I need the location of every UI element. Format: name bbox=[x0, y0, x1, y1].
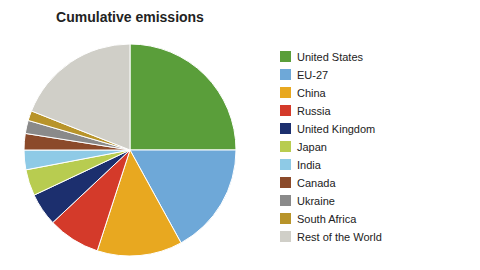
legend-label: Russia bbox=[297, 105, 332, 117]
legend-item: Japan bbox=[280, 141, 327, 153]
legend-label: United States bbox=[297, 51, 364, 63]
legend: United States EU-27 China Russia United King… bbox=[280, 51, 382, 243]
chart-svg: Cumulative emissions United States EU-27 Ch… bbox=[0, 0, 480, 270]
legend-item: EU-27 bbox=[280, 69, 328, 81]
legend-item: United Kingdom bbox=[280, 123, 375, 135]
pie-group bbox=[24, 44, 236, 256]
legend-item: India bbox=[280, 159, 322, 171]
legend-swatch bbox=[280, 213, 291, 224]
legend-item: South Africa bbox=[280, 213, 357, 225]
legend-label: Japan bbox=[297, 141, 327, 153]
legend-item: China bbox=[280, 87, 327, 99]
legend-label: China bbox=[297, 87, 327, 99]
legend-label: South Africa bbox=[297, 213, 357, 225]
legend-swatch bbox=[280, 231, 291, 242]
legend-swatch bbox=[280, 141, 291, 152]
legend-item: Canada bbox=[280, 177, 336, 189]
legend-swatch bbox=[280, 159, 291, 170]
legend-label: United Kingdom bbox=[297, 123, 375, 135]
legend-label: EU-27 bbox=[297, 69, 328, 81]
pie-slice bbox=[130, 44, 236, 150]
pie-slice bbox=[24, 150, 130, 170]
legend-item: Ukraine bbox=[280, 195, 335, 207]
legend-swatch bbox=[280, 177, 291, 188]
legend-swatch bbox=[280, 87, 291, 98]
pie-slice bbox=[31, 44, 130, 150]
legend-item: Russia bbox=[280, 105, 332, 117]
chart-container: Cumulative emissions United States EU-27 Ch… bbox=[0, 0, 480, 270]
legend-swatch bbox=[280, 105, 291, 116]
legend-swatch bbox=[280, 123, 291, 134]
legend-label: Ukraine bbox=[297, 195, 335, 207]
legend-item: Rest of the World bbox=[280, 231, 382, 243]
legend-swatch bbox=[280, 195, 291, 206]
legend-label: Rest of the World bbox=[297, 231, 382, 243]
chart-title: Cumulative emissions bbox=[56, 9, 204, 25]
legend-swatch bbox=[280, 51, 291, 62]
legend-item: United States bbox=[280, 51, 364, 63]
legend-swatch bbox=[280, 69, 291, 80]
legend-label: India bbox=[297, 159, 322, 171]
legend-label: Canada bbox=[297, 177, 336, 189]
